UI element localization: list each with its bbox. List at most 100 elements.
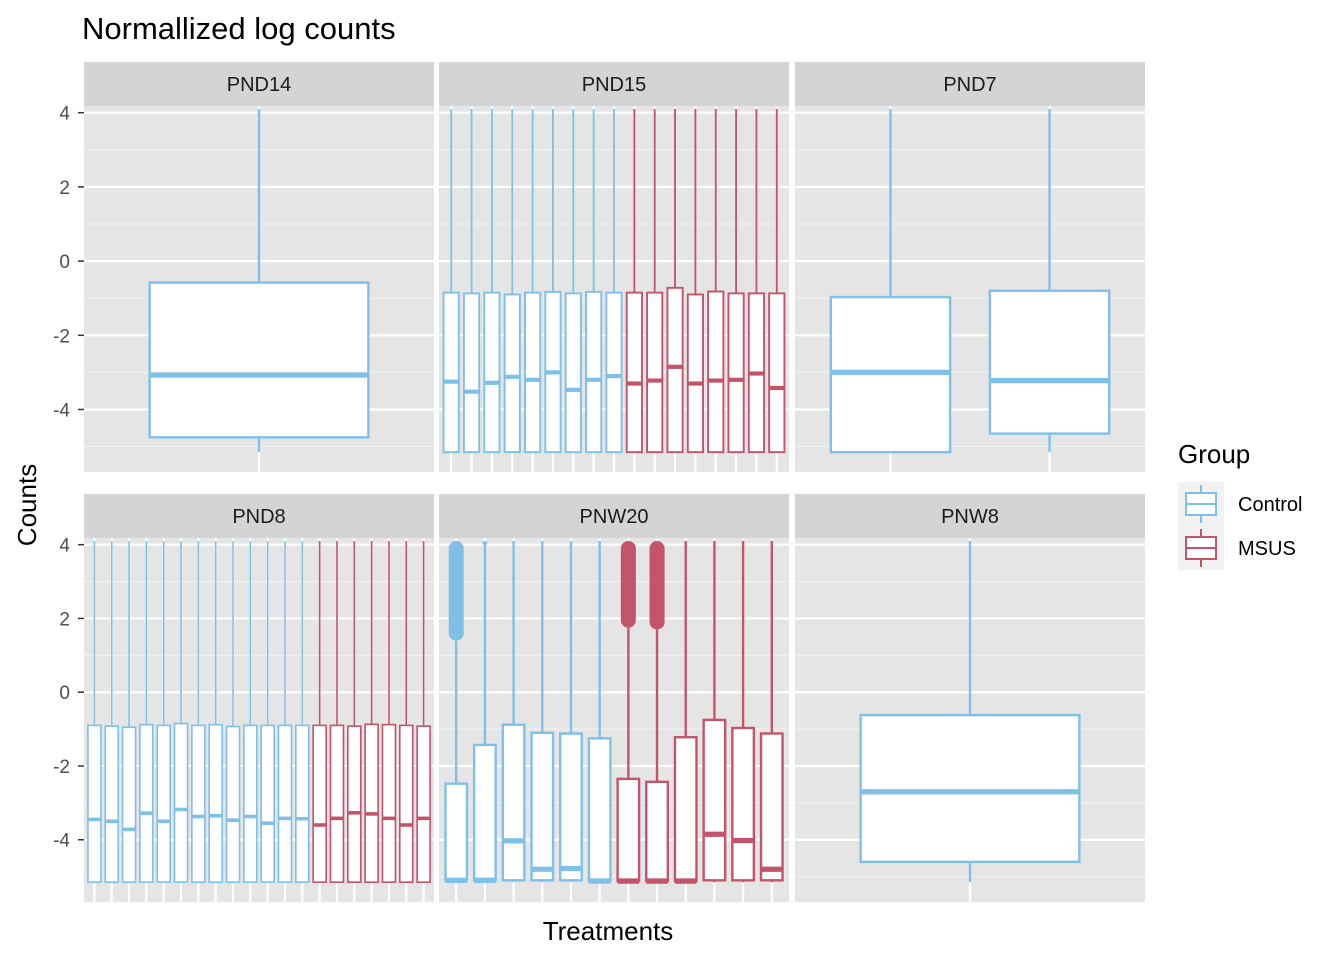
box-body: [398, 724, 414, 883]
box-body: [121, 726, 137, 883]
box-control: [243, 541, 258, 883]
box-msus: [398, 541, 414, 883]
y-axis-title: Counts: [12, 464, 42, 546]
facet-strip-label: PND14: [227, 74, 291, 96]
box-msus: [727, 109, 745, 454]
box-control: [87, 541, 102, 883]
box-body: [759, 732, 784, 882]
box-msus: [364, 541, 379, 883]
y-tick-label: -4: [53, 831, 70, 852]
facet-strip-label: PND15: [582, 74, 646, 96]
facet-strip: [439, 62, 789, 106]
box-body: [483, 291, 501, 454]
outlier-points: [448, 541, 464, 641]
box-control: [564, 109, 582, 454]
box-msus: [346, 541, 362, 883]
box-body: [156, 724, 172, 883]
box-body: [260, 724, 275, 883]
y-tick-label: -2: [53, 757, 70, 778]
facet-panel-pnw8: PNW8: [795, 494, 1145, 902]
box-body: [686, 293, 704, 454]
box-msus: [707, 109, 725, 454]
box-msus: [686, 109, 704, 454]
box-control: [585, 109, 603, 454]
facet-strip-label: PND8: [232, 506, 285, 528]
box-body: [173, 722, 189, 883]
legend-item-control: Control: [1178, 482, 1302, 526]
box-control: [559, 541, 583, 883]
panel-background: [84, 538, 434, 902]
box-body: [416, 725, 431, 883]
y-tick-label: -2: [53, 326, 70, 347]
facet-strip-label: PND7: [943, 74, 996, 96]
box-control: [472, 541, 497, 883]
box-body: [295, 724, 310, 883]
x-axis-title: Treatments: [543, 916, 674, 946]
facet-strip-label: PNW20: [580, 506, 649, 528]
box-control: [225, 541, 241, 883]
box-body: [87, 724, 102, 883]
box-control: [208, 541, 223, 883]
box-control: [483, 109, 501, 454]
box-body: [104, 725, 120, 883]
box-control: [530, 541, 555, 883]
box-control: [191, 541, 206, 883]
facet-strip: [84, 494, 434, 538]
box-body: [988, 289, 1111, 435]
box-control: [859, 541, 1081, 883]
legend-label: Control: [1238, 494, 1302, 516]
box-body: [501, 723, 526, 882]
box-body: [564, 292, 582, 454]
box-control: [277, 541, 293, 883]
box-msus: [381, 541, 397, 883]
y-tick-label: 0: [59, 252, 70, 273]
outlier-points: [649, 541, 665, 630]
box-msus: [416, 541, 431, 883]
y-tick-label: 2: [59, 609, 70, 630]
facet-panel-pnd15: PND15: [439, 62, 789, 472]
box-body: [616, 777, 641, 883]
box-control: [260, 541, 275, 883]
box-control: [104, 541, 120, 883]
box-body: [442, 291, 460, 454]
box-body: [625, 291, 643, 454]
box-msus: [759, 541, 784, 883]
box-body: [139, 723, 154, 883]
box-msus: [645, 541, 669, 884]
box-body: [530, 731, 555, 882]
facet-panel-pnd14: PND14: [84, 62, 434, 472]
box-control: [462, 109, 481, 454]
box-body: [524, 291, 542, 454]
box-msus: [616, 541, 641, 884]
legend: Group Control MSUS: [1178, 439, 1302, 570]
box-control: [501, 541, 526, 883]
box-body: [462, 292, 481, 454]
facet-panel-pnd8: PND8: [84, 494, 434, 902]
box-body: [191, 724, 206, 883]
facet-panels: PND14 -4 -2 0 2 4 PND15 PND7 PND8 -4 -2 0 2 4 PNW20 PNW…: [53, 62, 1145, 902]
box-body: [346, 725, 362, 883]
box-msus: [702, 541, 727, 883]
facet-panel-pnw20: PNW20: [439, 494, 789, 902]
box-control: [121, 541, 137, 883]
box-body: [702, 718, 727, 882]
box-control: [605, 109, 623, 454]
outlier-points: [620, 541, 636, 628]
y-tick-label: 4: [59, 104, 70, 125]
facet-strip: [795, 494, 1145, 538]
box-msus: [646, 109, 664, 454]
box-msus: [666, 109, 684, 454]
box-body: [225, 725, 241, 883]
box-control: [829, 109, 952, 454]
box-body: [666, 286, 684, 454]
legend-items: Control MSUS: [1178, 482, 1302, 570]
box-body: [605, 291, 623, 454]
panel-background: [439, 538, 789, 902]
box-msus: [747, 109, 766, 454]
box-body: [727, 292, 745, 454]
box-control: [503, 109, 521, 454]
box-control: [587, 541, 612, 884]
box-body: [587, 737, 612, 883]
box-body: [329, 724, 345, 883]
legend-title: Group: [1178, 439, 1250, 469]
